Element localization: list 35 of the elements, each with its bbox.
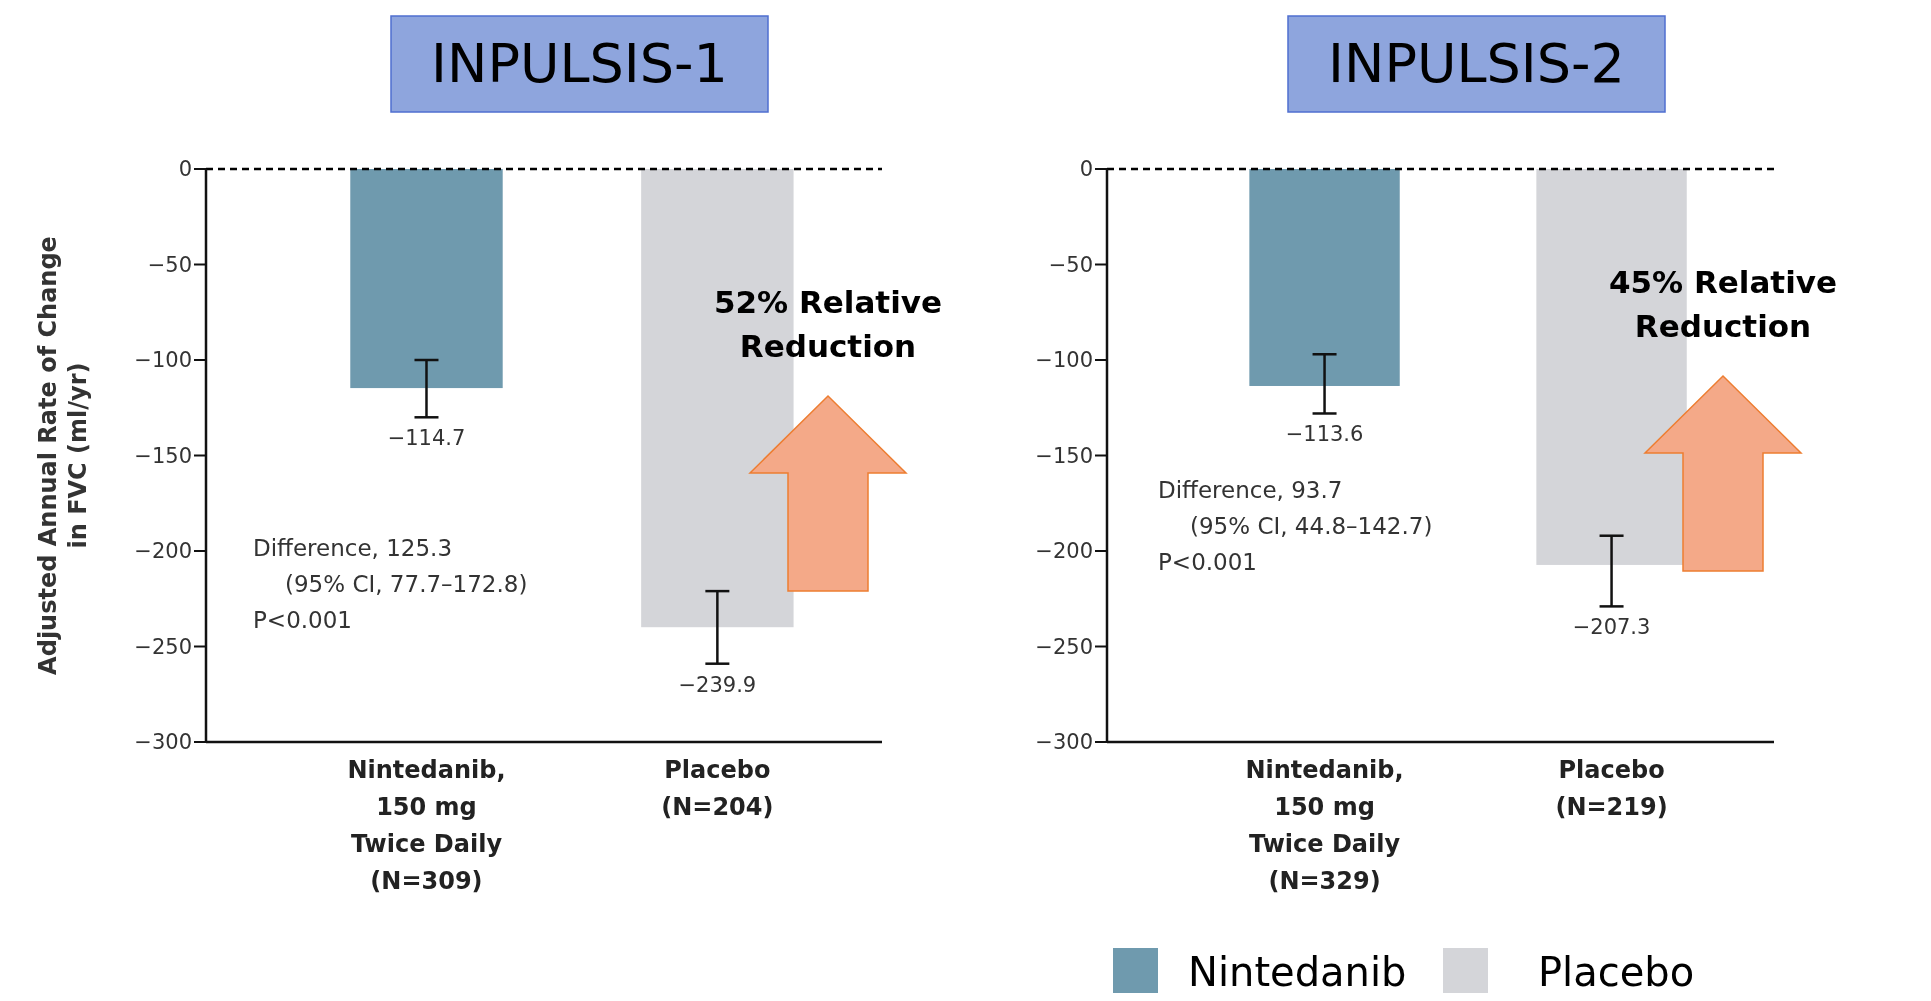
data-label: −113.6 <box>1285 422 1364 447</box>
x-tick-label: Placebo (N=204) <box>661 756 774 821</box>
data-label: −114.7 <box>387 426 466 451</box>
y-axis-title: Adjusted Annual Rate of Change in FVC (ml/yr) <box>34 236 92 675</box>
annotation: Difference, 125.3 <box>253 535 453 561</box>
legend-label: Nintedanib <box>1188 949 1407 995</box>
y-tick-label: −200 <box>1035 539 1093 563</box>
annotation: (95% CI, 77.7–172.8) <box>285 571 528 597</box>
y-tick-label: −50 <box>1048 252 1093 277</box>
chart-title: INPULSIS-1 <box>431 32 728 95</box>
y-tick-label: 0 <box>178 157 192 181</box>
data-label: −207.3 <box>1572 615 1651 640</box>
y-tick-label: −100 <box>134 348 192 372</box>
x-tick-label: Placebo (N=219) <box>1555 756 1668 821</box>
y-tick-label: −150 <box>1035 443 1093 468</box>
legend-label: Placebo <box>1538 949 1695 995</box>
y-tick-label: −150 <box>134 443 192 468</box>
annotation: 52% Relative Reduction <box>713 284 943 364</box>
y-tick-label: −250 <box>134 634 192 659</box>
y-tick-label: −300 <box>134 730 192 754</box>
y-tick-label: −100 <box>1035 348 1093 372</box>
y-tick-label: −250 <box>1035 634 1093 659</box>
y-tick-label: −200 <box>134 539 192 563</box>
x-tick-label: Nintedanib, 150 mg Twice Daily (N=309) <box>347 756 506 895</box>
y-tick-label: −50 <box>147 252 192 277</box>
y-tick-label: 0 <box>1079 157 1093 181</box>
annotation: P<0.001 <box>1158 549 1257 575</box>
x-tick-label: Nintedanib, 150 mg Twice Daily (N=329) <box>1245 756 1404 895</box>
chart-title: INPULSIS-2 <box>1328 32 1625 95</box>
annotation: (95% CI, 44.8–142.7) <box>1190 513 1433 539</box>
y-tick-label: −300 <box>1035 730 1093 754</box>
annotation: P<0.001 <box>253 607 352 633</box>
annotation: Difference, 93.7 <box>1158 477 1343 503</box>
annotation: 45% Relative Reduction <box>1608 264 1838 344</box>
data-label: −239.9 <box>678 672 757 697</box>
